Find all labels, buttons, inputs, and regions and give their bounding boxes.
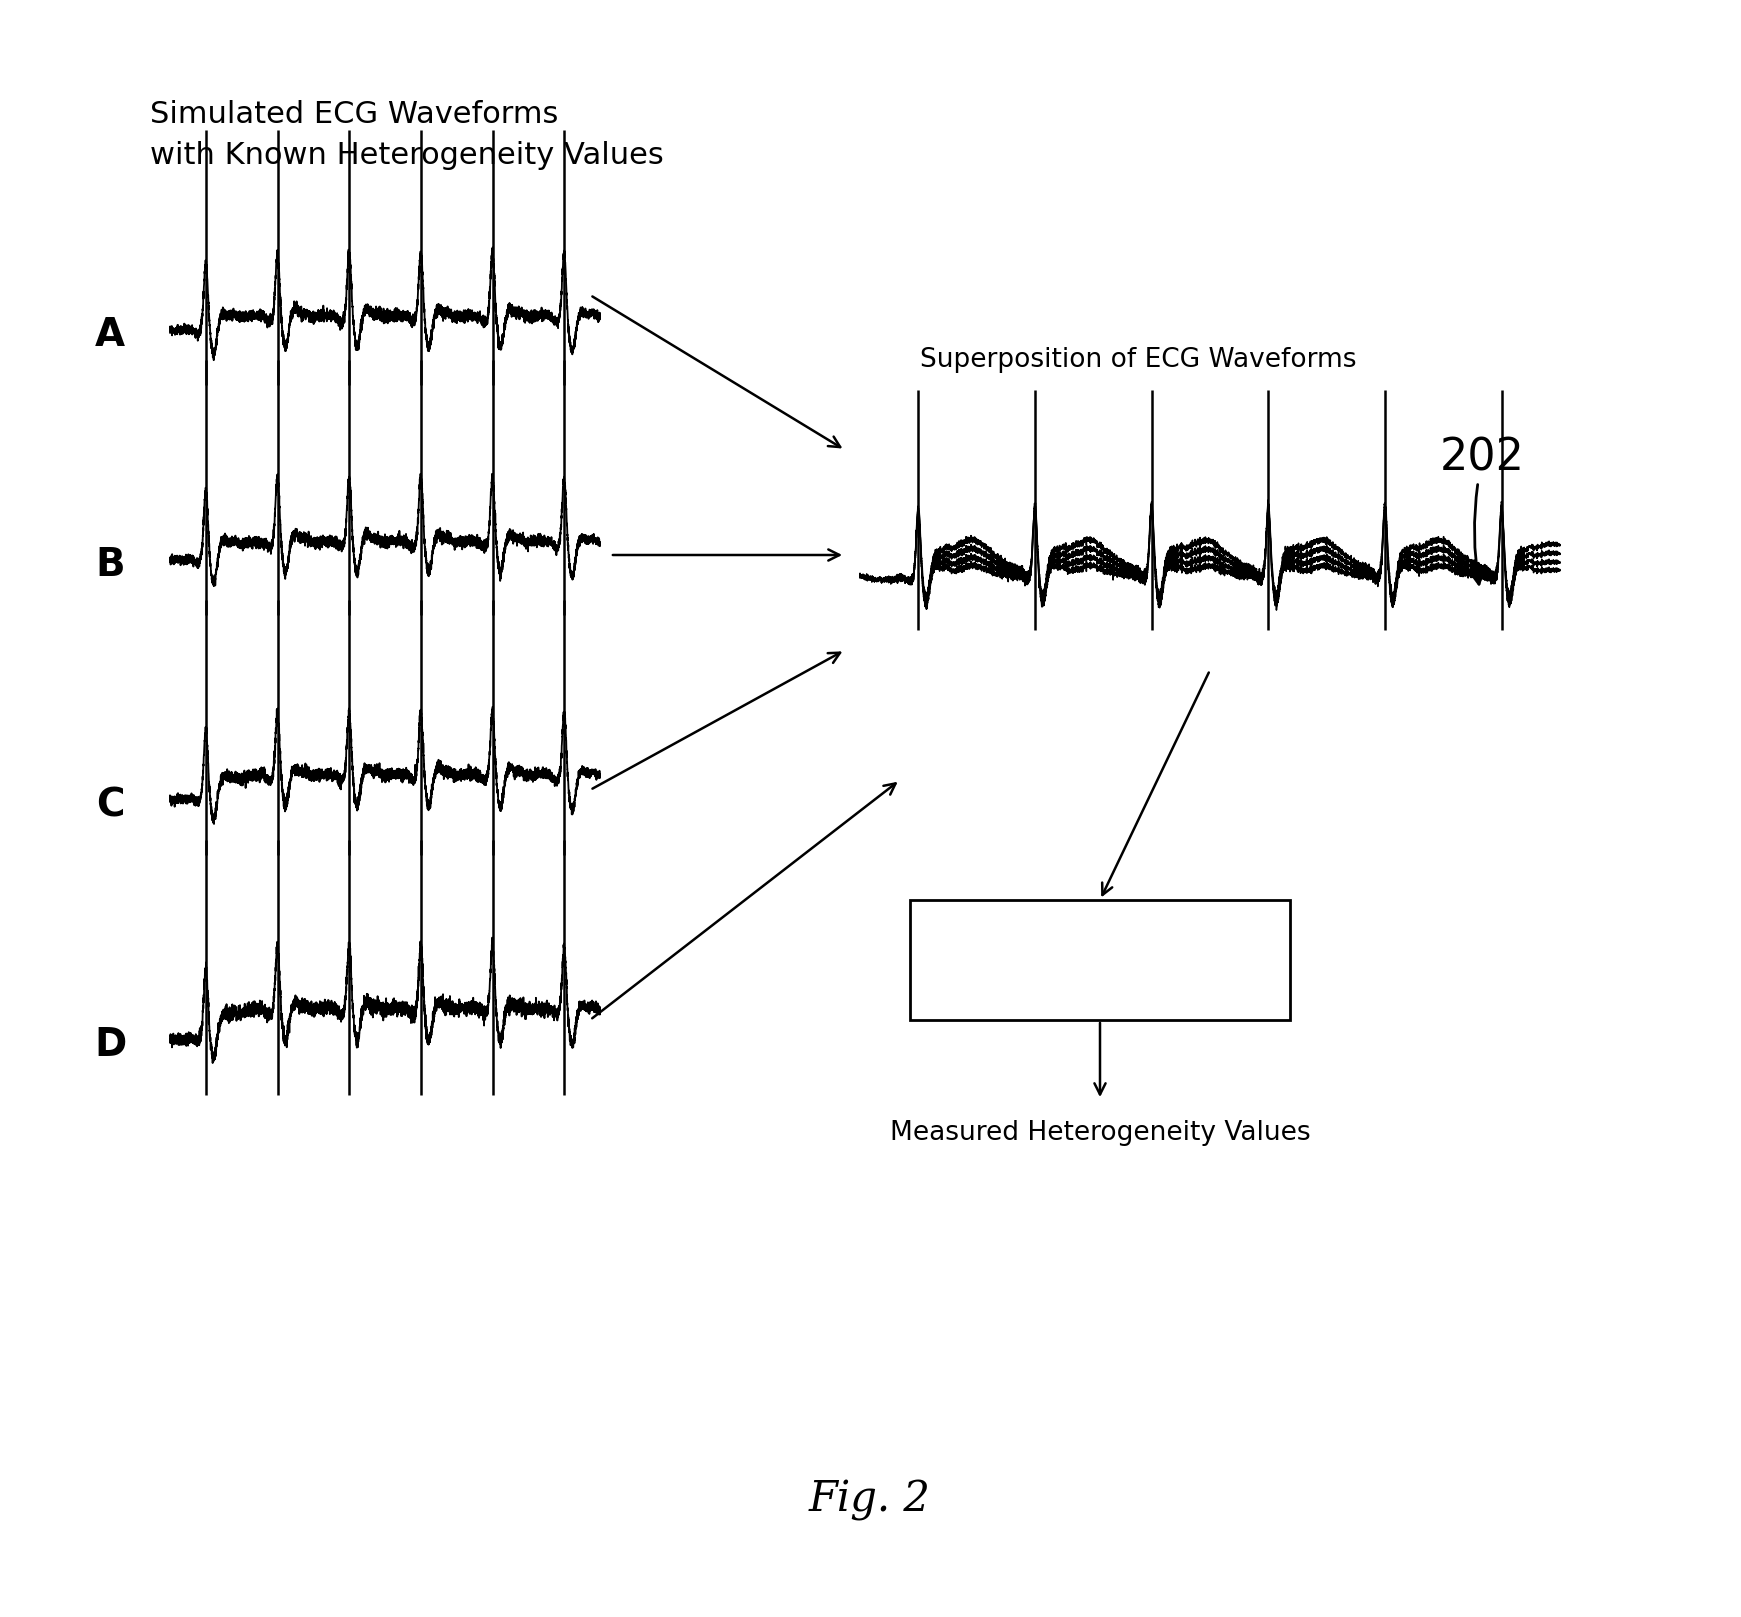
Text: T-Wave Morphology
Heterogeneity Algorithm: T-Wave Morphology Heterogeneity Algorith… [945, 931, 1255, 988]
Text: Simulated ECG Waveforms
with Known Heterogeneity Values: Simulated ECG Waveforms with Known Heter… [150, 100, 663, 170]
Text: Superposition of ECG Waveforms: Superposition of ECG Waveforms [919, 348, 1356, 374]
Text: Fig. 2: Fig. 2 [810, 1480, 931, 1522]
Text: 202: 202 [1440, 437, 1525, 584]
Text: B: B [96, 547, 125, 584]
Text: D: D [94, 1027, 125, 1064]
Text: C: C [96, 786, 124, 825]
Text: A: A [96, 315, 125, 354]
Text: Measured Heterogeneity Values: Measured Heterogeneity Values [890, 1121, 1311, 1146]
Bar [911, 901, 1290, 1020]
